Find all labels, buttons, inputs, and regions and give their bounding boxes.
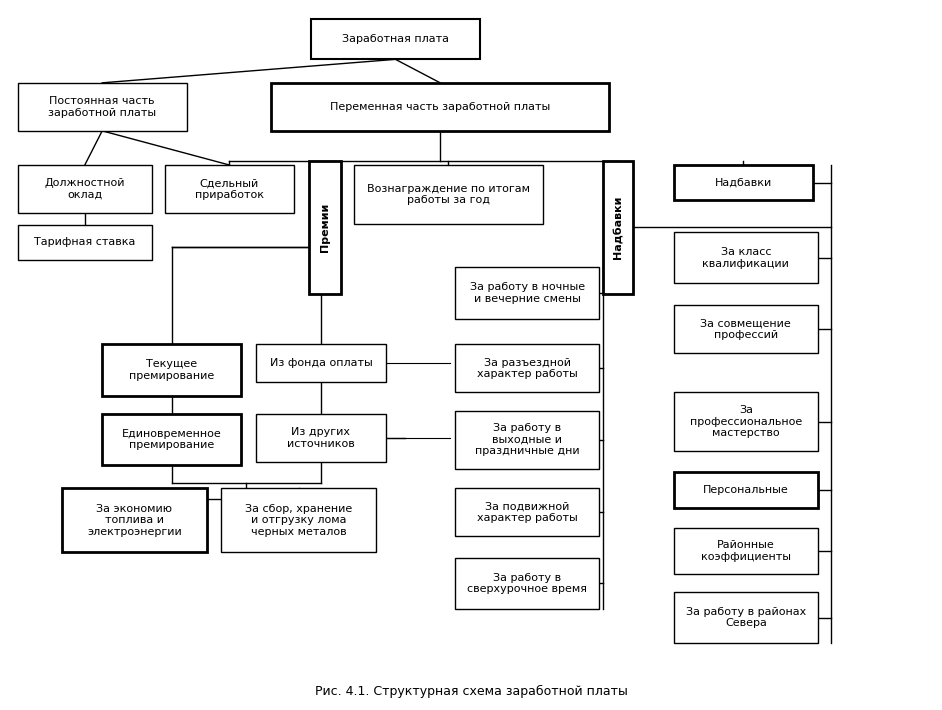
Text: Из других
источников: Из других источников: [287, 427, 355, 449]
Text: Должностной
оклад: Должностной оклад: [44, 178, 125, 200]
FancyBboxPatch shape: [674, 528, 818, 574]
Text: Переменная часть заработной платы: Переменная часть заработной платы: [330, 102, 550, 112]
Text: За подвижной
характер работы: За подвижной характер работы: [477, 502, 577, 523]
Text: За работу в
выходные и
праздничные дни: За работу в выходные и праздничные дни: [475, 423, 579, 457]
Text: За работу в ночные
и вечерние смены: За работу в ночные и вечерние смены: [470, 283, 585, 304]
Text: Из фонда оплаты: Из фонда оплаты: [269, 358, 372, 368]
FancyBboxPatch shape: [309, 160, 341, 294]
FancyBboxPatch shape: [311, 18, 479, 60]
Text: Премии: Премии: [320, 203, 330, 252]
FancyBboxPatch shape: [674, 165, 813, 200]
Text: Надбавки: Надбавки: [715, 178, 772, 187]
FancyBboxPatch shape: [18, 83, 187, 131]
FancyBboxPatch shape: [674, 305, 818, 353]
FancyBboxPatch shape: [102, 344, 241, 395]
Text: Персональные: Персональные: [703, 485, 788, 495]
FancyBboxPatch shape: [674, 592, 818, 643]
FancyBboxPatch shape: [455, 268, 599, 319]
FancyBboxPatch shape: [353, 165, 543, 224]
FancyBboxPatch shape: [165, 165, 294, 213]
FancyBboxPatch shape: [455, 558, 599, 609]
Text: Заработная плата: Заработная плата: [342, 34, 449, 44]
Text: Постоянная часть
заработной платы: Постоянная часть заработной платы: [48, 96, 156, 118]
FancyBboxPatch shape: [256, 414, 385, 462]
FancyBboxPatch shape: [455, 344, 599, 393]
Text: За работу в районах
Севера: За работу в районах Севера: [686, 607, 806, 628]
Text: За разъездной
характер работы: За разъездной характер работы: [477, 358, 577, 379]
Text: За работу в
сверхурочное время: За работу в сверхурочное время: [467, 572, 587, 594]
FancyBboxPatch shape: [674, 393, 818, 451]
FancyBboxPatch shape: [603, 160, 633, 294]
FancyBboxPatch shape: [455, 410, 599, 469]
FancyBboxPatch shape: [455, 488, 599, 537]
Text: За совмещение
профессий: За совмещение профессий: [701, 318, 791, 339]
FancyBboxPatch shape: [18, 165, 152, 213]
Text: За экономию
топлива и
электроэнергии: За экономию топлива и электроэнергии: [87, 504, 182, 537]
Text: Районные
коэффициенты: Районные коэффициенты: [701, 540, 791, 562]
Text: Сдельный
приработок: Сдельный приработок: [195, 178, 264, 200]
Text: За класс
квалификации: За класс квалификации: [703, 247, 789, 268]
Text: Вознаграждение по итогам
работы за год: Вознаграждение по итогам работы за год: [366, 184, 529, 205]
FancyBboxPatch shape: [18, 225, 152, 260]
FancyBboxPatch shape: [62, 488, 206, 552]
FancyBboxPatch shape: [674, 472, 818, 508]
Text: Тарифная ставка: Тарифная ставка: [34, 237, 136, 247]
Text: Единовременное
премирование: Единовременное премирование: [122, 429, 221, 450]
Text: За
профессиональное
мастерство: За профессиональное мастерство: [690, 405, 802, 438]
FancyBboxPatch shape: [102, 414, 241, 465]
Text: Рис. 4.1. Структурная схема заработной платы: Рис. 4.1. Структурная схема заработной п…: [315, 684, 627, 698]
FancyBboxPatch shape: [221, 488, 376, 552]
Text: Надбавки: Надбавки: [613, 196, 623, 259]
FancyBboxPatch shape: [256, 344, 385, 382]
FancyBboxPatch shape: [271, 83, 609, 131]
Text: Текущее
премирование: Текущее премирование: [129, 359, 215, 381]
FancyBboxPatch shape: [674, 232, 818, 283]
Text: За сбор, хранение
и отгрузку лома
черных металов: За сбор, хранение и отгрузку лома черных…: [245, 504, 352, 537]
